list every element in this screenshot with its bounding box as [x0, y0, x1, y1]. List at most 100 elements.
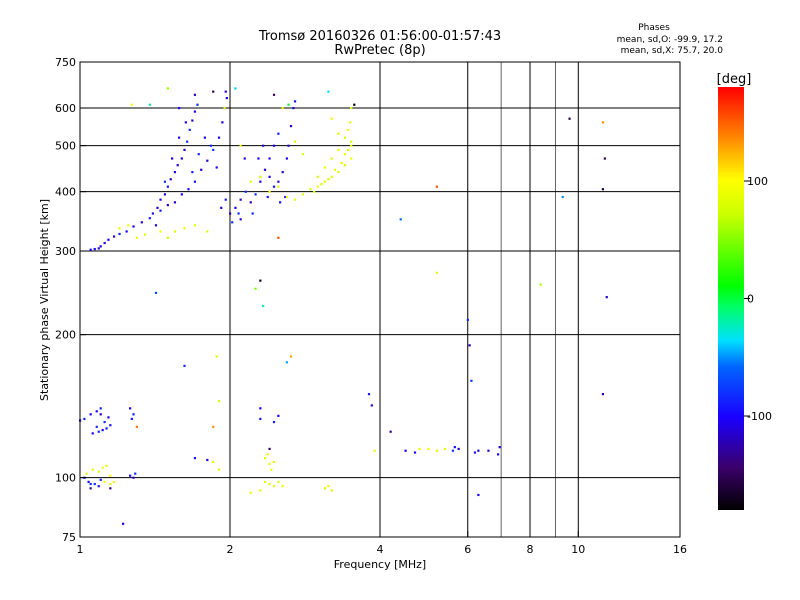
data-point — [89, 482, 92, 486]
data-point — [272, 460, 276, 463]
data-point — [180, 193, 183, 196]
data-point — [163, 193, 167, 196]
data-point — [568, 117, 571, 120]
data-point — [193, 180, 197, 183]
data-point — [196, 103, 199, 106]
colorbar-label: [deg] — [717, 72, 752, 87]
data-point — [206, 458, 209, 462]
data-point — [215, 355, 218, 358]
y-tick-label: 600 — [55, 102, 76, 115]
data-point — [93, 482, 96, 486]
data-point — [83, 417, 86, 421]
data-point — [99, 413, 102, 416]
data-point — [200, 168, 203, 171]
data-point — [193, 456, 197, 460]
data-point — [109, 474, 112, 477]
data-point — [221, 121, 224, 124]
data-point — [229, 212, 232, 215]
data-point — [262, 304, 265, 308]
colorbar: [deg] 100 0 -100 — [717, 72, 772, 510]
data-point — [399, 218, 402, 221]
data-points — [79, 87, 608, 525]
data-point — [148, 217, 151, 220]
data-point — [350, 140, 353, 143]
data-point — [93, 247, 96, 251]
y-axis-ticks: 75 100 200 300 400 500 600 750 — [55, 56, 86, 544]
data-point — [277, 236, 280, 239]
data-point — [112, 480, 116, 484]
data-point — [498, 446, 501, 449]
data-point — [266, 195, 269, 199]
data-point — [287, 103, 290, 106]
data-point — [330, 157, 333, 160]
data-point — [277, 132, 280, 135]
data-point — [309, 188, 312, 191]
data-point — [249, 491, 252, 494]
data-point — [277, 414, 280, 417]
colorbar-tick-label: 100 — [747, 175, 768, 188]
colorbar-tick-label: -100 — [747, 410, 772, 423]
data-point — [272, 93, 276, 96]
data-point — [348, 121, 352, 124]
data-point — [343, 136, 347, 139]
data-point — [330, 117, 333, 120]
x-tick-label: 16 — [673, 543, 687, 556]
data-point — [224, 198, 227, 201]
data-point — [289, 124, 293, 128]
data-point — [330, 175, 333, 178]
data-point — [156, 206, 159, 209]
data-point — [259, 407, 262, 410]
data-point — [109, 482, 112, 486]
data-point — [107, 416, 110, 419]
data-point — [272, 185, 276, 188]
data-point — [249, 201, 252, 204]
data-point — [340, 161, 343, 165]
data-point — [103, 480, 106, 484]
data-point — [601, 393, 605, 396]
data-point — [130, 103, 133, 106]
data-point — [206, 159, 209, 162]
data-point — [289, 355, 293, 358]
data-point — [151, 212, 155, 215]
data-point — [97, 247, 100, 250]
data-point — [350, 157, 353, 160]
data-point — [367, 393, 371, 396]
data-point — [285, 361, 288, 364]
data-point — [259, 175, 262, 178]
chart-subtitle: RwPretec (8p) — [334, 43, 425, 58]
data-point — [217, 400, 221, 403]
data-point — [268, 175, 271, 178]
data-point — [370, 404, 373, 407]
data-point — [281, 171, 284, 174]
data-point — [166, 203, 169, 207]
data-point — [323, 166, 327, 169]
data-point — [127, 224, 130, 227]
data-point — [259, 489, 262, 492]
data-point — [118, 227, 121, 230]
colorbar-ticks: 100 0 -100 — [744, 175, 772, 423]
data-point — [173, 230, 177, 233]
data-point — [496, 453, 500, 456]
data-point — [389, 430, 392, 433]
data-point — [601, 121, 605, 124]
data-point — [337, 171, 340, 174]
data-point — [254, 287, 257, 290]
data-point — [215, 166, 218, 169]
data-point — [287, 144, 290, 147]
data-point — [122, 522, 125, 525]
data-point — [239, 218, 242, 221]
data-point — [118, 232, 121, 236]
data-point — [217, 136, 221, 139]
y-tick-label: 75 — [62, 531, 76, 544]
data-point — [477, 449, 480, 452]
data-point — [259, 180, 262, 183]
data-point — [266, 453, 269, 456]
data-point — [89, 248, 92, 251]
title-block: Tromsø 20160326 01:56:00-01:57:43 RwPret… — [258, 29, 501, 58]
data-point — [435, 449, 438, 452]
data-point — [166, 236, 169, 239]
data-point — [177, 107, 181, 110]
data-point — [89, 413, 92, 416]
data-point — [413, 451, 417, 454]
data-point — [343, 164, 347, 167]
